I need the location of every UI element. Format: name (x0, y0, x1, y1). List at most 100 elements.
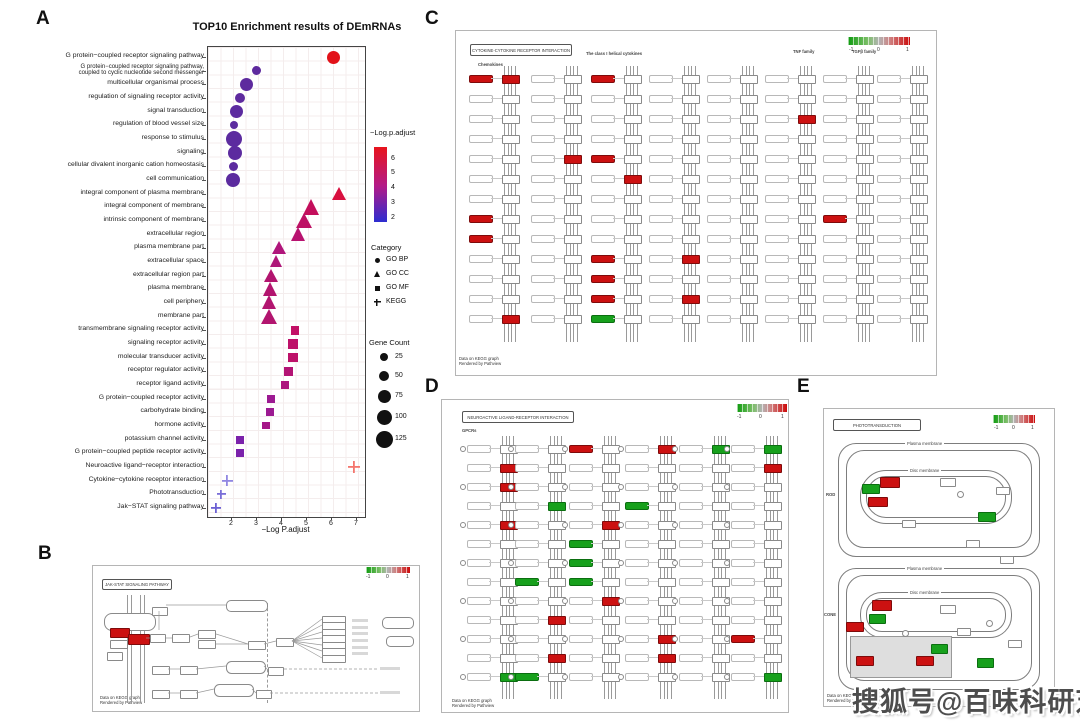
ligand-circle (724, 598, 730, 604)
panel-c-title-box: CYTOKINE-CYTOKINE RECEPTOR INTERACTION (470, 44, 572, 56)
membrane (912, 66, 924, 342)
gene-box (798, 134, 816, 144)
chart-point (287, 352, 298, 363)
connector-line (537, 505, 550, 506)
gene-box (682, 314, 700, 324)
color-legend-tick-label: 2 (391, 213, 395, 221)
ligand-circle (508, 522, 514, 528)
gene-label-box (467, 597, 491, 605)
y-axis-tick (202, 70, 206, 72)
connector-line (591, 543, 604, 544)
color-legend-tick-label: 4 (391, 184, 395, 192)
y-axis-tick (202, 84, 206, 86)
endpoint-text-bar (352, 626, 368, 629)
gene-label-box (823, 295, 847, 303)
connector-line (647, 448, 660, 449)
gene-label-box (823, 135, 847, 143)
ligand-circle (562, 674, 568, 680)
gene-box (856, 134, 874, 144)
gene-label-box (515, 483, 539, 491)
category-symbol-square (374, 285, 380, 291)
ligand-circle (508, 484, 514, 490)
gene-label-box (649, 95, 673, 103)
gene-box (602, 463, 620, 473)
gene-box (764, 520, 782, 530)
panel-d-colorbar-label: 1 (781, 414, 784, 420)
gene-box (564, 314, 582, 324)
connector-line (753, 486, 766, 487)
connector-line (647, 543, 660, 544)
panel-e-colorbar-label: 0 (1012, 425, 1015, 431)
y-axis-tick (202, 384, 206, 386)
connector-line (899, 318, 912, 319)
connector-line (701, 562, 714, 563)
connector-line (845, 238, 858, 239)
pathway-node-oval (386, 636, 414, 647)
connector-line (591, 467, 604, 468)
ligand-circle (562, 560, 568, 566)
gene-box (502, 94, 520, 104)
gene-box (564, 274, 582, 284)
gene-box (798, 174, 816, 184)
y-axis-tick (202, 302, 206, 304)
x-axis-tick-label: 4 (279, 520, 283, 527)
gene-box (502, 134, 520, 144)
gene-box (764, 615, 782, 625)
gene-label-box (679, 578, 703, 586)
gene-label-box (823, 215, 847, 223)
panel-c-column-header: TGFβ family (852, 49, 877, 54)
panel-c-colorbar-label: -1 (849, 47, 854, 53)
gene-box (564, 254, 582, 264)
gene-box (740, 294, 758, 304)
gene-box (856, 114, 874, 124)
gene-box (107, 652, 123, 661)
gene-box (110, 640, 128, 649)
connector-line (647, 600, 660, 601)
connector-line (489, 448, 502, 449)
connector-line (613, 238, 626, 239)
row-label: G protein−coupled receptor signaling pat… (78, 64, 204, 77)
gene-box (602, 501, 620, 511)
category-legend-label: KEGG (386, 297, 407, 305)
connector-line (729, 138, 742, 139)
connector-line (729, 218, 742, 219)
gene-label-box (531, 155, 555, 163)
panel-d-title-box: NEUROACTIVE LIGAND-RECEPTOR INTERACTION (462, 411, 574, 423)
gene-box (548, 463, 566, 473)
x-axis-tick (281, 517, 282, 520)
membrane (550, 436, 562, 699)
chart-point (234, 92, 245, 103)
ligand-circle (672, 674, 678, 680)
y-axis-tick (202, 425, 206, 427)
plasma-membrane-label: Plasma membrane (905, 566, 945, 571)
disc-membrane-label: Disc membrane (908, 468, 942, 473)
gene-label-box (823, 315, 847, 323)
gene-label-box (877, 155, 901, 163)
gene-label-box (731, 635, 755, 643)
gene-label-box (591, 115, 615, 123)
connector-line (537, 448, 550, 449)
connector-line (753, 600, 766, 601)
ligand-circle (460, 560, 466, 566)
connector-line (613, 298, 626, 299)
chart-point (287, 339, 298, 349)
connector-line (671, 198, 684, 199)
chart-point (266, 408, 274, 417)
gene-label-box (569, 521, 593, 529)
connector-line (613, 178, 626, 179)
gene-label-box (569, 559, 593, 567)
ligand-circle (618, 598, 624, 604)
gene-box (658, 577, 676, 587)
ligand-circle (618, 560, 624, 566)
gene-box (910, 274, 928, 284)
chart-point (211, 502, 221, 513)
gene-box (764, 577, 782, 587)
gene-box (682, 154, 700, 164)
gene-box (548, 653, 566, 663)
connector-line (787, 218, 800, 219)
connector-line (537, 486, 550, 487)
endpoint-text-bar (352, 639, 368, 642)
small-molecule-circle (986, 620, 993, 627)
gene-label-box (531, 75, 555, 83)
gene-label-box (679, 616, 703, 624)
